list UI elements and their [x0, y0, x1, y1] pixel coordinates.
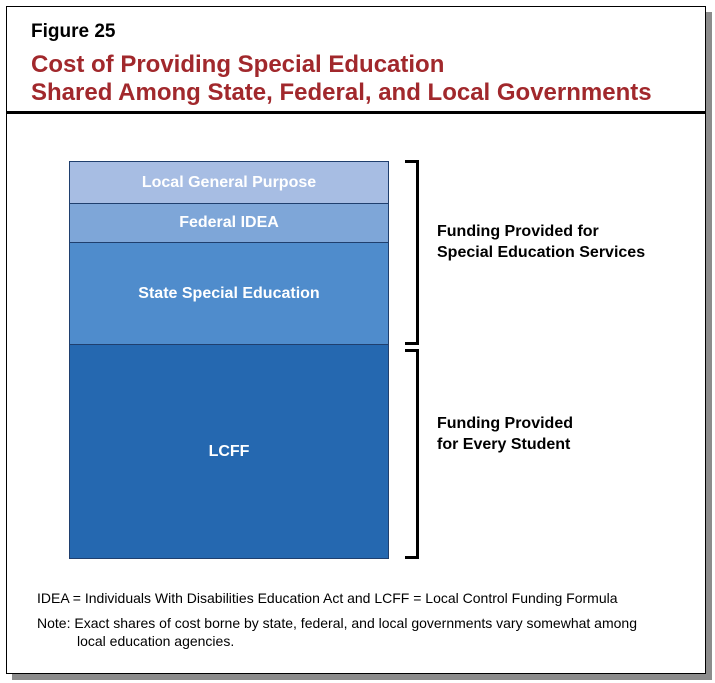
segment-label: Local General Purpose — [141, 173, 317, 191]
figure-label: Figure 25 — [31, 21, 116, 42]
title-line-2: Shared Among State, Federal, and Local G… — [31, 79, 652, 106]
note-line-2: local education agencies. — [77, 633, 235, 649]
segment-lcff: LCFF — [69, 344, 389, 559]
bracket-label-line: Funding Provided — [437, 415, 573, 432]
bracket-label-line: for Every Student — [437, 436, 571, 453]
abbreviation-note: IDEA = Individuals With Disabilities Edu… — [37, 590, 618, 606]
segment-label: Federal IDEA — [179, 214, 279, 231]
segment-label: State Special Education — [138, 284, 320, 302]
title-divider — [7, 111, 705, 114]
bracket-label-line: Funding Provided for — [437, 223, 599, 240]
bracket-label-line: Special Education Services — [437, 244, 646, 261]
bracket-label-every-student: Funding Provided for Every Student — [437, 413, 573, 455]
note-line-1: Note: Exact shares of cost borne by stat… — [37, 615, 637, 631]
segment-local-general-purpose: Local General Purpose — [69, 161, 389, 204]
segment-state-special-education: State Special Education — [69, 242, 389, 345]
title-line-1: Cost of Providing Special Education — [31, 51, 445, 78]
bracket-every-student — [405, 349, 419, 559]
bracket-special-education — [405, 160, 419, 345]
segment-label: LCFF — [208, 442, 250, 460]
segment-federal-idea: Federal IDEA — [69, 203, 389, 243]
figure-title: Cost of Providing Special Education Shar… — [31, 51, 652, 107]
bracket-label-special-education: Funding Provided for Special Education S… — [437, 221, 645, 263]
figure-frame: Figure 25 Cost of Providing Special Educ… — [6, 6, 706, 674]
